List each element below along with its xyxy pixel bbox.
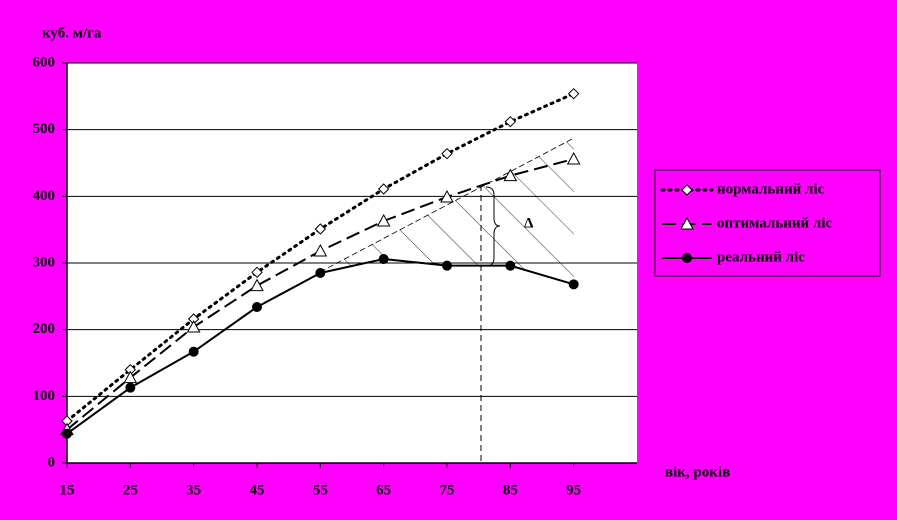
marker [376, 213, 391, 227]
marker [313, 243, 328, 257]
y-tick-label: 100 [33, 388, 56, 404]
x-tick-label: 65 [376, 482, 391, 498]
legend-label: нормальний ліс [717, 181, 825, 197]
marker [442, 260, 452, 271]
x-tick-label: 25 [123, 482, 138, 498]
y-tick-label: 600 [33, 54, 56, 70]
marker [250, 278, 264, 292]
marker [680, 216, 694, 230]
x-tick-label: 35 [186, 482, 201, 498]
marker [188, 346, 199, 357]
marker [378, 254, 389, 264]
marker [314, 223, 327, 235]
brace [485, 186, 501, 267]
y-tick-label: 300 [33, 254, 56, 270]
marker [186, 319, 201, 333]
marker [441, 147, 453, 160]
legend-label: оптимальний ліс [717, 215, 833, 231]
marker [125, 382, 136, 393]
marker [681, 184, 693, 196]
x-tick-label: 45 [250, 482, 265, 498]
marker [567, 87, 580, 100]
y-tick-label: 500 [33, 121, 56, 137]
marker [504, 115, 517, 128]
delta-label: Δ [524, 215, 534, 231]
y-tick-label: 200 [33, 321, 56, 337]
x-axis-label: вік, років [665, 464, 730, 480]
y-axis-label: куб. м/га [42, 25, 102, 41]
y-tick-label: 0 [48, 454, 56, 470]
x-tick-label: 85 [503, 482, 518, 498]
y-tick-label: 400 [33, 188, 56, 204]
x-tick-label: 55 [313, 482, 328, 498]
marker [440, 189, 454, 203]
x-tick-label: 15 [60, 482, 75, 498]
marker [315, 268, 326, 278]
marker [252, 302, 262, 312]
marker [682, 253, 692, 263]
legend-label: реальний ліс [717, 249, 805, 265]
x-tick-label: 75 [440, 482, 455, 498]
marker [505, 260, 516, 271]
marker [377, 183, 390, 195]
marker [566, 151, 581, 165]
boundary-line [319, 137, 575, 273]
marker [503, 168, 518, 182]
marker [568, 279, 579, 290]
marker [251, 266, 263, 279]
x-tick-label: 95 [566, 482, 581, 498]
marker [62, 428, 72, 439]
